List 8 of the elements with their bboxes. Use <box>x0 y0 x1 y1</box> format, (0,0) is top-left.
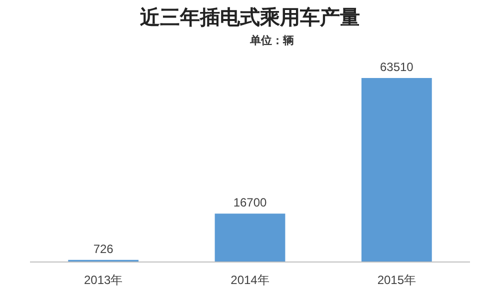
chart-title: 近三年插电式乘用车产量 <box>139 6 360 29</box>
x-tick-label: 2013年 <box>84 273 123 287</box>
chart-subtitle: 单位：辆 <box>249 34 294 47</box>
x-tick-label: 2015年 <box>377 273 416 287</box>
x-tick-label: 2014年 <box>230 273 270 287</box>
data-label: 16700 <box>233 196 268 210</box>
data-label: 63510 <box>380 60 414 74</box>
data-label: 726 <box>93 242 114 256</box>
